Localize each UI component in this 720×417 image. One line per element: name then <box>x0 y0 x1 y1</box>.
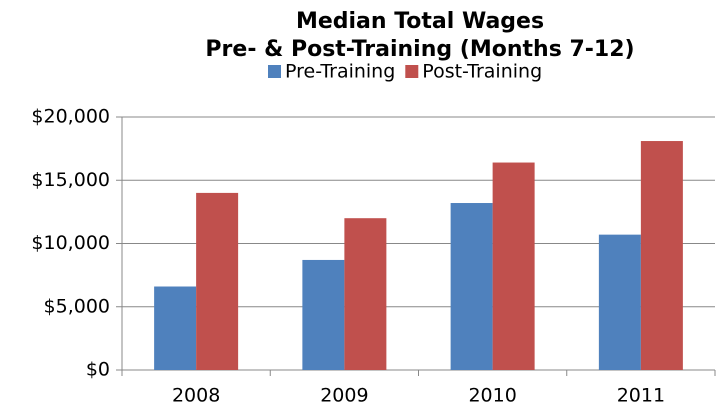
x-tick-label: 2008 <box>172 385 220 407</box>
chart-title: Median Total Wages <box>296 9 544 34</box>
y-tick-label: $20,000 <box>31 106 110 128</box>
x-tick-label: 2011 <box>617 385 665 407</box>
bar <box>492 162 535 370</box>
bar <box>640 141 683 370</box>
y-tick-label: $0 <box>86 359 110 381</box>
y-tick-label: $15,000 <box>31 169 110 191</box>
bar <box>598 234 641 370</box>
legend-swatch <box>405 65 419 78</box>
bar <box>154 286 197 370</box>
x-tick-label: 2009 <box>320 385 368 407</box>
chart-subtitle: Pre- & Post-Training (Months 7-12) <box>205 37 634 62</box>
y-tick-label: $5,000 <box>44 295 110 317</box>
x-tick-label: 2010 <box>468 385 516 407</box>
bar <box>344 218 387 370</box>
legend-swatch <box>268 65 281 78</box>
bar <box>196 192 239 370</box>
bar <box>302 259 345 370</box>
legend-label: Post-Training <box>422 61 542 83</box>
y-tick-label: $10,000 <box>31 232 110 254</box>
legend-label: Pre-Training <box>285 61 395 83</box>
bar <box>450 203 493 370</box>
